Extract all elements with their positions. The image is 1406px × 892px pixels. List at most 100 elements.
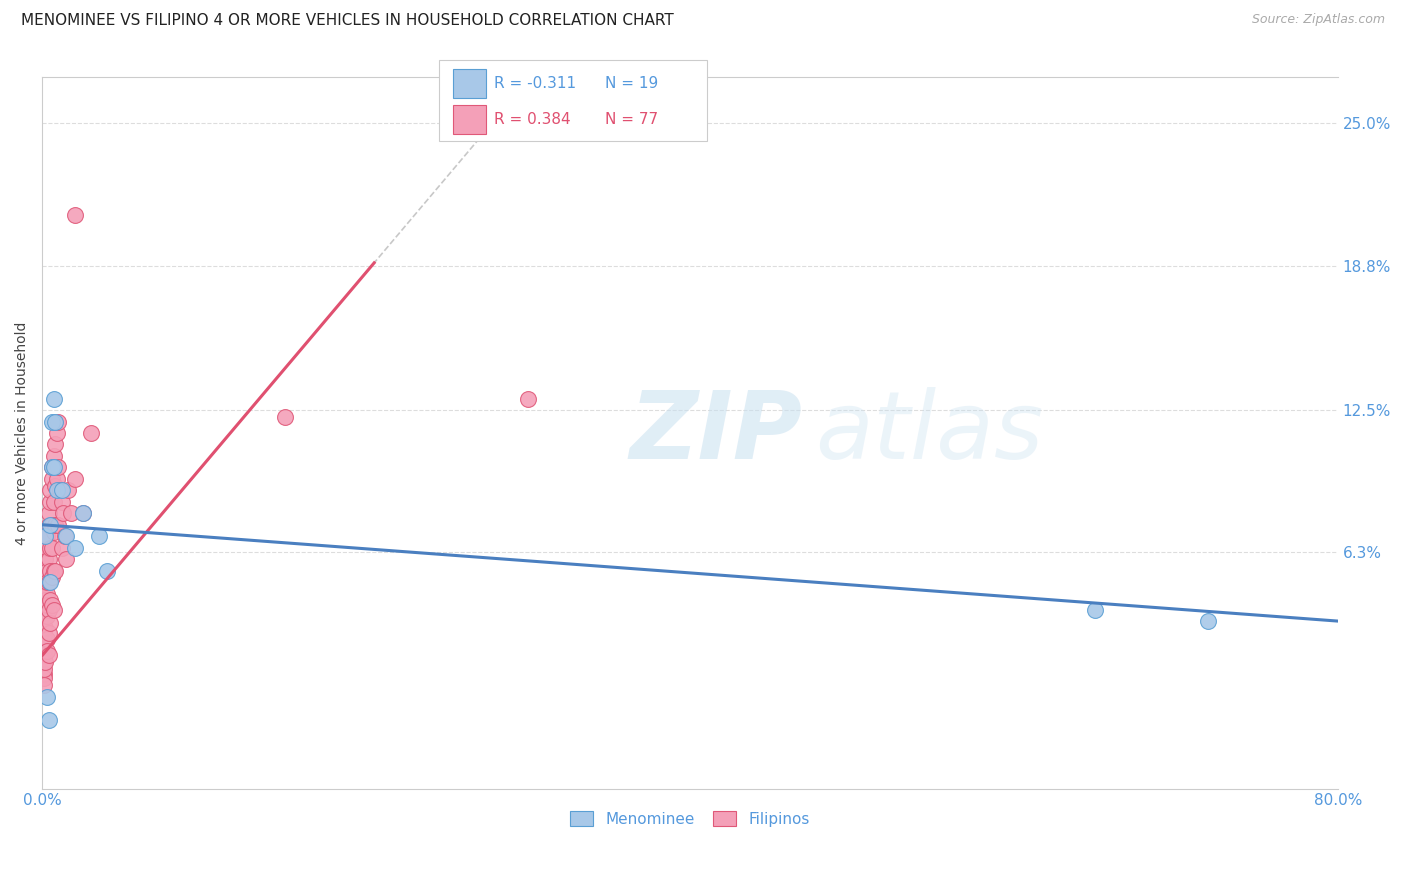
- Point: [39, 564, 62, 578]
- Point: [53, 529, 76, 543]
- Point: [1084, 602, 1107, 616]
- Point: [41, 517, 63, 532]
- Point: [63, 472, 86, 486]
- Point: [39, 616, 62, 631]
- Point: [35, 541, 58, 555]
- Point: [38, 517, 60, 532]
- Point: [32, 644, 55, 658]
- Point: [39, 483, 62, 498]
- Point: [48, 415, 70, 429]
- Point: [96, 564, 118, 578]
- Point: [44, 564, 66, 578]
- Point: [48, 460, 70, 475]
- Point: [45, 425, 67, 440]
- Point: [60, 506, 83, 520]
- Point: [45, 483, 67, 498]
- Point: [51, 483, 73, 498]
- Text: R = 0.384: R = 0.384: [494, 112, 569, 127]
- Point: [35, 690, 58, 704]
- Point: [32, 662, 55, 676]
- Point: [32, 648, 55, 663]
- Point: [34, 632, 56, 647]
- Point: [32, 640, 55, 654]
- Point: [34, 621, 56, 635]
- Point: [32, 598, 55, 612]
- Text: N = 19: N = 19: [605, 76, 658, 91]
- Point: [34, 564, 56, 578]
- Point: [34, 609, 56, 624]
- Point: [39, 495, 62, 509]
- Text: N = 77: N = 77: [605, 112, 658, 127]
- Point: [63, 208, 86, 222]
- Point: [41, 598, 63, 612]
- Point: [32, 621, 55, 635]
- Point: [87, 529, 110, 543]
- Point: [38, 552, 60, 566]
- Point: [80, 425, 103, 440]
- Point: [72, 506, 94, 520]
- Point: [32, 666, 55, 681]
- Point: [63, 541, 86, 555]
- Point: [32, 609, 55, 624]
- Point: [52, 506, 75, 520]
- Point: [34, 593, 56, 607]
- Point: [55, 552, 77, 566]
- Point: [39, 517, 62, 532]
- Point: [38, 713, 60, 727]
- Point: [39, 593, 62, 607]
- Point: [41, 570, 63, 584]
- Point: [42, 495, 65, 509]
- Point: [38, 648, 60, 663]
- Point: [42, 449, 65, 463]
- Point: [51, 495, 73, 509]
- Point: [34, 586, 56, 600]
- Point: [32, 678, 55, 692]
- Point: [32, 602, 55, 616]
- Point: [35, 529, 58, 543]
- Point: [44, 479, 66, 493]
- Point: [38, 625, 60, 640]
- Point: [44, 517, 66, 532]
- Point: [35, 564, 58, 578]
- Point: [72, 506, 94, 520]
- Point: [35, 575, 58, 590]
- Point: [42, 460, 65, 475]
- Point: [49, 483, 72, 498]
- Point: [34, 575, 56, 590]
- Legend: Menominee, Filipinos: Menominee, Filipinos: [562, 803, 817, 834]
- Text: R = -0.311: R = -0.311: [494, 76, 575, 91]
- Point: [39, 575, 62, 590]
- Point: [45, 472, 67, 486]
- Y-axis label: 4 or more Vehicles in Household: 4 or more Vehicles in Household: [15, 321, 30, 545]
- Point: [41, 460, 63, 475]
- Point: [32, 656, 55, 670]
- Point: [38, 602, 60, 616]
- Text: atlas: atlas: [815, 387, 1043, 478]
- Point: [56, 483, 79, 498]
- Point: [42, 524, 65, 539]
- Point: [34, 552, 56, 566]
- Point: [41, 415, 63, 429]
- Point: [35, 644, 58, 658]
- Point: [34, 656, 56, 670]
- Point: [35, 609, 58, 624]
- Point: [42, 392, 65, 406]
- Point: [35, 632, 58, 647]
- Point: [32, 632, 55, 647]
- Text: ZIP: ZIP: [630, 387, 803, 479]
- Point: [44, 415, 66, 429]
- Point: [32, 672, 55, 686]
- Point: [517, 392, 540, 406]
- Point: [274, 409, 297, 424]
- Point: [41, 541, 63, 555]
- Point: [48, 517, 70, 532]
- Text: MENOMINEE VS FILIPINO 4 OR MORE VEHICLES IN HOUSEHOLD CORRELATION CHART: MENOMINEE VS FILIPINO 4 OR MORE VEHICLES…: [21, 13, 673, 29]
- Point: [34, 529, 56, 543]
- Text: Source: ZipAtlas.com: Source: ZipAtlas.com: [1251, 13, 1385, 27]
- Point: [41, 460, 63, 475]
- Point: [55, 529, 77, 543]
- Point: [35, 598, 58, 612]
- Point: [39, 541, 62, 555]
- Point: [42, 564, 65, 578]
- Point: [38, 506, 60, 520]
